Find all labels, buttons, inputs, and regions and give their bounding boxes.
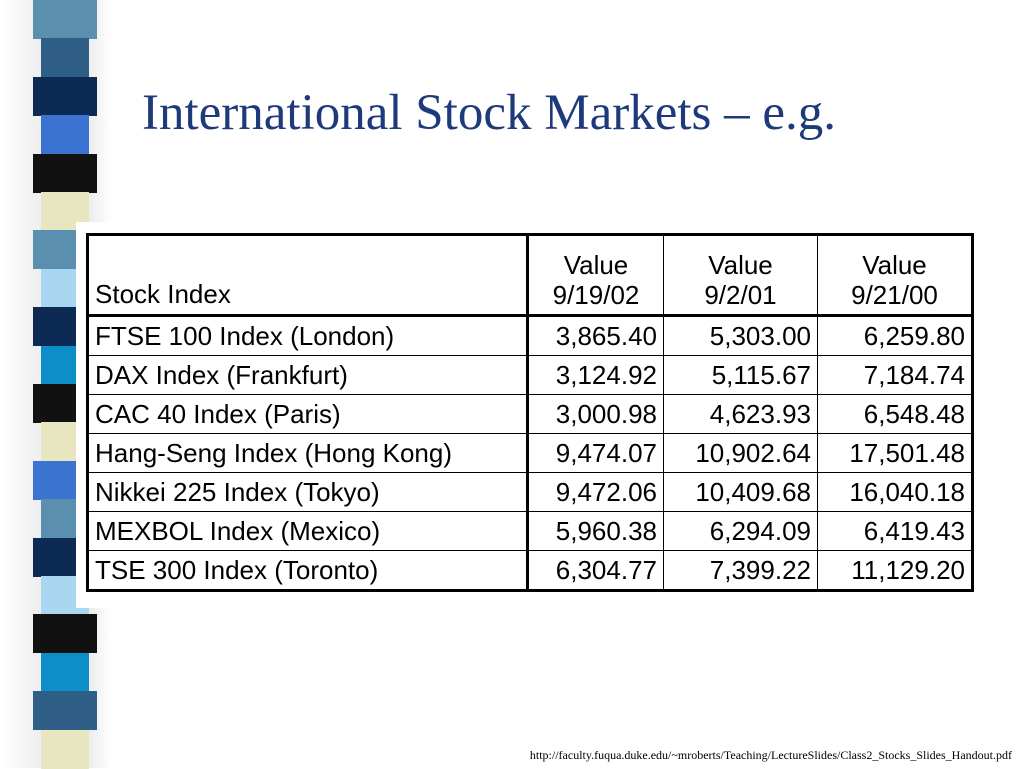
- header-value-label: Value: [563, 250, 629, 280]
- row-value: 7,184.74: [817, 355, 973, 395]
- header-date: 9/2/01: [704, 280, 777, 310]
- table-row: FTSE 100 Index (London) 3,865.40 5,303.0…: [87, 315, 973, 356]
- row-value: 3,000.98: [527, 394, 664, 434]
- row-value: 6,419.43: [817, 511, 973, 551]
- stripe-block: [33, 153, 97, 193]
- stripe-block: [41, 652, 89, 692]
- row-value: 9,472.06: [527, 472, 664, 512]
- table-row: CAC 40 Index (Paris) 3,000.98 4,623.93 6…: [87, 394, 973, 434]
- row-value: 5,960.38: [527, 511, 664, 551]
- stripe-block: [41, 729, 89, 769]
- row-value: 9,474.07: [527, 433, 664, 473]
- header-value-label: Value: [862, 250, 927, 280]
- stock-index-table: Stock Index Value 9/19/02 Value 9/2/01 V…: [86, 233, 974, 592]
- row-value: 7,399.22: [663, 550, 818, 591]
- row-value: 6,259.80: [817, 315, 973, 356]
- row-index-name: Nikkei 225 Index (Tokyo): [87, 472, 529, 512]
- row-value: 10,409.68: [663, 472, 818, 512]
- row-index-name: MEXBOL Index (Mexico): [87, 511, 529, 551]
- header-stock-index: Stock Index: [87, 234, 529, 317]
- header-value-label: Value: [708, 250, 773, 280]
- source-url: http://faculty.fuqua.duke.edu/~mroberts/…: [529, 748, 1012, 762]
- row-value: 6,304.77: [527, 550, 664, 591]
- stripe-block: [33, 614, 97, 654]
- header-date: 9/21/00: [851, 280, 938, 310]
- row-value: 16,040.18: [817, 472, 973, 512]
- slide-title: International Stock Markets – e.g.: [142, 85, 836, 141]
- row-value: 4,623.93: [663, 394, 818, 434]
- row-value: 5,115.67: [663, 355, 818, 395]
- table-row: DAX Index (Frankfurt) 3,124.92 5,115.67 …: [87, 355, 973, 395]
- table-row: Hang-Seng Index (Hong Kong) 9,474.07 10,…: [87, 433, 973, 473]
- header-value-col-3: Value 9/21/00: [817, 234, 973, 317]
- table-header-row: Stock Index Value 9/19/02 Value 9/2/01 V…: [87, 234, 973, 317]
- row-value: 6,294.09: [663, 511, 818, 551]
- row-index-name: DAX Index (Frankfurt): [87, 355, 529, 395]
- row-value: 6,548.48: [817, 394, 973, 434]
- table-row: TSE 300 Index (Toronto) 6,304.77 7,399.2…: [87, 550, 973, 591]
- table-row: MEXBOL Index (Mexico) 5,960.38 6,294.09 …: [87, 511, 973, 551]
- row-index-name: FTSE 100 Index (London): [87, 315, 529, 356]
- header-value-col-1: Value 9/19/02: [527, 234, 664, 317]
- stripe-block: [41, 115, 89, 155]
- row-value: 11,129.20: [817, 550, 973, 591]
- row-value: 5,303.00: [663, 315, 818, 356]
- row-value: 10,902.64: [663, 433, 818, 473]
- row-value: 17,501.48: [817, 433, 973, 473]
- row-value: 3,124.92: [527, 355, 664, 395]
- header-value-col-2: Value 9/2/01: [663, 234, 818, 317]
- header-date: 9/19/02: [552, 280, 640, 310]
- stripe-block: [33, 691, 97, 731]
- stripe-block: [33, 0, 97, 39]
- row-index-name: CAC 40 Index (Paris): [87, 394, 529, 434]
- row-value: 3,865.40: [527, 315, 664, 356]
- stripe-block: [41, 38, 89, 78]
- table-row: Nikkei 225 Index (Tokyo) 9,472.06 10,409…: [87, 472, 973, 512]
- row-index-name: Hang-Seng Index (Hong Kong): [87, 433, 529, 473]
- stripe-block: [33, 76, 97, 116]
- row-index-name: TSE 300 Index (Toronto): [87, 550, 529, 591]
